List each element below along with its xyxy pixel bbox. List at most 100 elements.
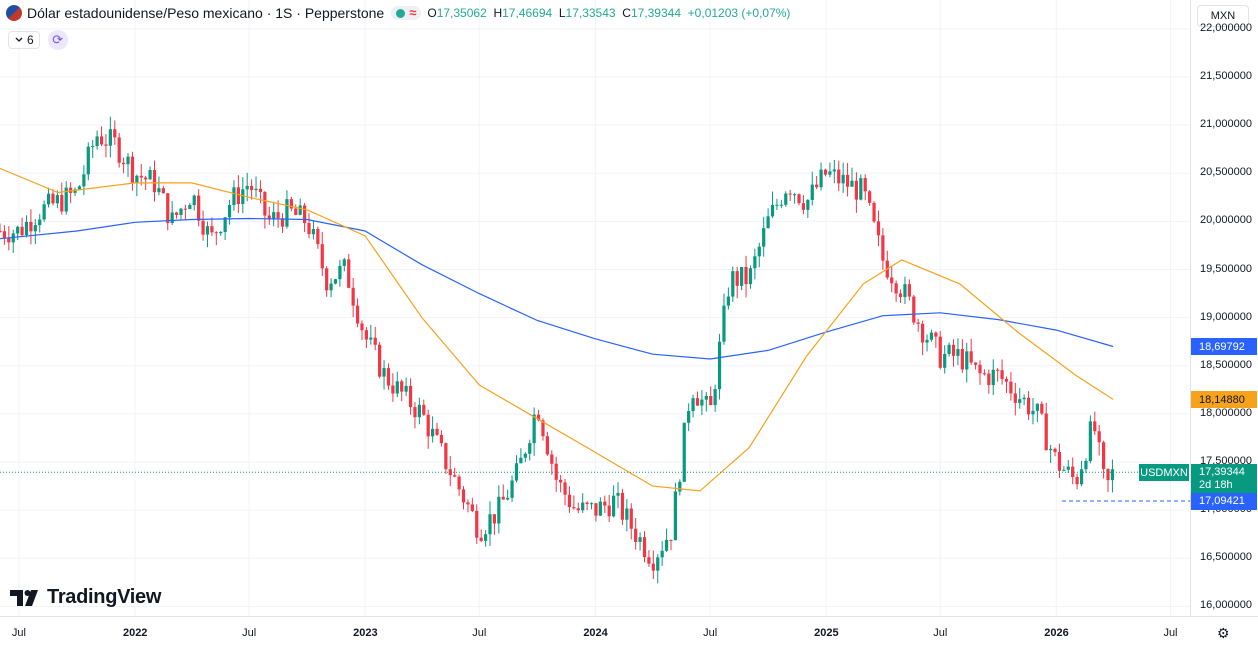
candle-down	[951, 344, 956, 356]
candle-down	[236, 187, 240, 205]
symbol-title[interactable]: Dólar estadounidense/Peso mexicano · 1S …	[27, 5, 385, 21]
candle-down	[801, 203, 806, 210]
candle-up	[832, 169, 836, 172]
candle-down	[876, 221, 881, 236]
candle-down	[426, 414, 430, 437]
candle-up	[956, 349, 960, 356]
candle-up	[581, 502, 585, 511]
candle-down	[1057, 451, 1062, 471]
time-tick-label: 2026	[1044, 627, 1069, 639]
symbol-tag: USDMXN	[1139, 464, 1189, 482]
candle-down	[559, 479, 563, 483]
candle-down	[444, 443, 448, 470]
candle-down	[325, 268, 329, 291]
candle-up	[523, 453, 527, 458]
candle-up	[1088, 421, 1092, 462]
chart-pane[interactable]: Dólar estadounidense/Peso mexicano · 1S …	[0, 0, 1190, 616]
low-price-tag: 17,09421	[1191, 492, 1257, 510]
candle-down	[214, 232, 218, 234]
ohlc-open-value: 17,35062	[436, 6, 487, 20]
candle-down	[934, 332, 938, 337]
candle-down	[7, 237, 11, 243]
candle-down	[263, 192, 267, 216]
candle-down	[400, 381, 404, 392]
candle-down	[1044, 413, 1048, 451]
tradingview-logo[interactable]: TradingView	[10, 586, 161, 609]
time-tick-label: Jul	[703, 627, 718, 639]
candle-up	[859, 178, 863, 200]
candle-down	[541, 420, 545, 437]
candle-up	[519, 457, 523, 464]
price-tick-label: 20,500000	[1200, 166, 1252, 179]
candle-up	[510, 480, 514, 498]
candle-up	[188, 205, 192, 210]
candle-down	[2, 231, 7, 238]
candle-up	[64, 187, 68, 212]
candle-down	[1000, 370, 1004, 379]
candle-up	[779, 204, 783, 206]
candle-up	[135, 175, 139, 183]
price-axis[interactable]: MXN 22,000000 21,500000 21,000000 20,500000…	[1190, 0, 1258, 616]
candle-down	[294, 208, 298, 215]
candle-down	[501, 496, 505, 500]
price-tick-label: 22,000000	[1200, 21, 1252, 34]
time-tick-label: Jul	[1163, 627, 1178, 639]
candle-up	[333, 279, 338, 284]
candle-up	[682, 422, 686, 482]
ma-short-price-tag: 18,14880	[1191, 391, 1257, 409]
ohlc-values: O17,35062 H17,46694 L17,33543 C17,39344 …	[427, 6, 790, 20]
candle-down	[453, 475, 457, 477]
candle-up	[24, 221, 29, 236]
candle-down	[845, 174, 850, 187]
time-tick-label: 2024	[583, 627, 608, 639]
candle-up	[850, 180, 854, 187]
price-tick-label: 16,500000	[1200, 551, 1252, 564]
candle-up	[311, 229, 316, 235]
candle-down	[0, 231, 2, 232]
candle-down	[174, 212, 179, 216]
candle-down	[1053, 448, 1057, 452]
chevron-down-icon	[15, 37, 23, 42]
candle-down	[921, 323, 925, 343]
price-tick-label: 17,500000	[1200, 455, 1252, 467]
candle-down	[457, 476, 461, 490]
candle-down	[289, 199, 293, 209]
candle-up	[157, 188, 161, 193]
candle-down	[1026, 397, 1031, 415]
candle-up	[95, 136, 99, 147]
candle-up	[223, 217, 227, 232]
candle-up	[660, 550, 664, 558]
legend: Dólar estadounidense/Peso mexicano · 1S …	[6, 5, 790, 21]
candle-up	[108, 129, 112, 146]
time-axis[interactable]: Jul 2022 Jul 2023 Jul 2024 Jul 2025 Jul 2026 Jul ⚙	[0, 616, 1258, 647]
chart-canvas[interactable]	[0, 0, 1190, 616]
candle-down	[258, 188, 263, 193]
candle-up	[722, 305, 726, 342]
candle-down	[197, 195, 201, 221]
candle-down	[1009, 381, 1013, 394]
candle-up	[532, 414, 536, 444]
candle-up	[245, 185, 249, 190]
candle-up	[943, 353, 947, 368]
candle-down	[1093, 421, 1097, 432]
candle-down	[647, 557, 651, 564]
ohlc-open-key: O	[427, 6, 437, 20]
candle-down	[117, 137, 121, 163]
candle-down	[815, 184, 819, 188]
indicators-toggle-button[interactable]: 6	[8, 31, 40, 49]
currency-button[interactable]: MXN	[1197, 5, 1249, 27]
candle-up	[329, 283, 333, 291]
candle-up	[717, 341, 722, 390]
candle-up	[382, 368, 386, 377]
settings-gear-icon[interactable]: ⚙	[1217, 625, 1230, 641]
market-status[interactable]: ≈	[391, 6, 422, 20]
candle-up	[687, 410, 691, 423]
candle-up	[86, 146, 90, 175]
candle-up	[126, 156, 130, 165]
sync-icon[interactable]: ⟳	[47, 30, 68, 50]
candle-up	[192, 195, 196, 206]
last-price-tag: 17,39344 2d 18h	[1191, 464, 1257, 495]
time-tick-label: Jul	[242, 627, 257, 639]
candle-down	[987, 373, 991, 386]
candle-down	[554, 463, 558, 480]
